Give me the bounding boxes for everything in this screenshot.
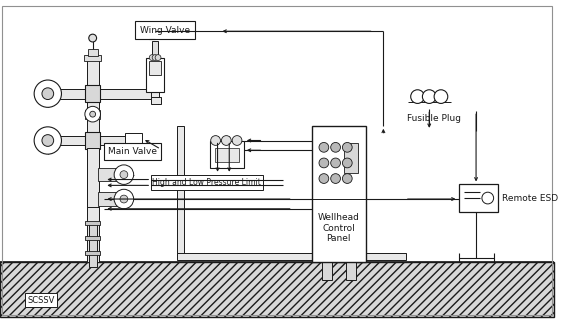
Circle shape — [343, 174, 352, 183]
Circle shape — [434, 90, 448, 103]
Circle shape — [319, 158, 329, 168]
Bar — [56, 89, 87, 99]
Bar — [147, 57, 164, 92]
Bar — [105, 143, 161, 160]
Bar — [87, 57, 98, 263]
Bar — [177, 253, 406, 261]
Bar — [215, 148, 239, 162]
Circle shape — [222, 136, 231, 145]
Circle shape — [343, 158, 352, 168]
Circle shape — [152, 55, 158, 60]
Circle shape — [114, 189, 133, 209]
Circle shape — [42, 88, 53, 100]
Circle shape — [114, 165, 133, 184]
Bar — [210, 141, 244, 168]
Bar — [152, 41, 158, 58]
Bar — [149, 60, 161, 75]
Bar — [151, 175, 264, 190]
Bar — [98, 136, 126, 145]
Bar — [88, 49, 98, 56]
Circle shape — [319, 143, 329, 152]
Bar — [151, 97, 161, 104]
Circle shape — [120, 195, 128, 203]
Bar — [56, 136, 87, 145]
Circle shape — [211, 136, 220, 145]
Bar — [85, 132, 101, 149]
Bar — [346, 263, 356, 280]
Bar — [87, 148, 98, 207]
Circle shape — [90, 111, 95, 117]
Circle shape — [149, 55, 155, 60]
Bar — [85, 85, 101, 102]
Circle shape — [423, 90, 436, 103]
Circle shape — [155, 55, 161, 60]
Bar — [322, 263, 332, 280]
Circle shape — [42, 134, 53, 146]
Bar — [312, 126, 366, 263]
Text: Fusible Plug: Fusible Plug — [407, 114, 461, 123]
Bar — [85, 251, 101, 255]
Bar — [458, 184, 498, 212]
Bar — [0, 263, 554, 317]
Circle shape — [331, 143, 340, 152]
Text: Wellhead
Control
Panel: Wellhead Control Panel — [318, 213, 360, 243]
Bar — [151, 89, 159, 99]
Bar — [85, 236, 101, 240]
Circle shape — [89, 34, 97, 42]
Bar — [177, 126, 185, 257]
Circle shape — [232, 136, 242, 145]
Bar — [84, 55, 102, 60]
Circle shape — [319, 174, 329, 183]
Circle shape — [120, 171, 128, 178]
Circle shape — [411, 90, 424, 103]
Circle shape — [343, 143, 352, 152]
Bar — [125, 133, 143, 144]
Text: High and Low Pressure Limit: High and Low Pressure Limit — [152, 178, 261, 187]
Bar — [85, 110, 101, 119]
Bar — [98, 89, 152, 99]
Circle shape — [34, 80, 61, 107]
Circle shape — [331, 158, 340, 168]
Circle shape — [34, 127, 61, 154]
Bar — [85, 221, 101, 225]
Bar — [98, 192, 119, 206]
Text: SCSSV: SCSSV — [27, 296, 55, 305]
Bar — [98, 168, 119, 181]
Circle shape — [482, 192, 494, 204]
Text: Wing Valve: Wing Valve — [140, 26, 190, 35]
Bar — [89, 223, 97, 267]
Circle shape — [85, 106, 101, 122]
Text: Main Valve: Main Valve — [108, 147, 157, 156]
Circle shape — [331, 174, 340, 183]
Bar — [344, 143, 358, 173]
Bar — [135, 22, 195, 39]
Text: Remote ESD: Remote ESD — [503, 194, 558, 203]
